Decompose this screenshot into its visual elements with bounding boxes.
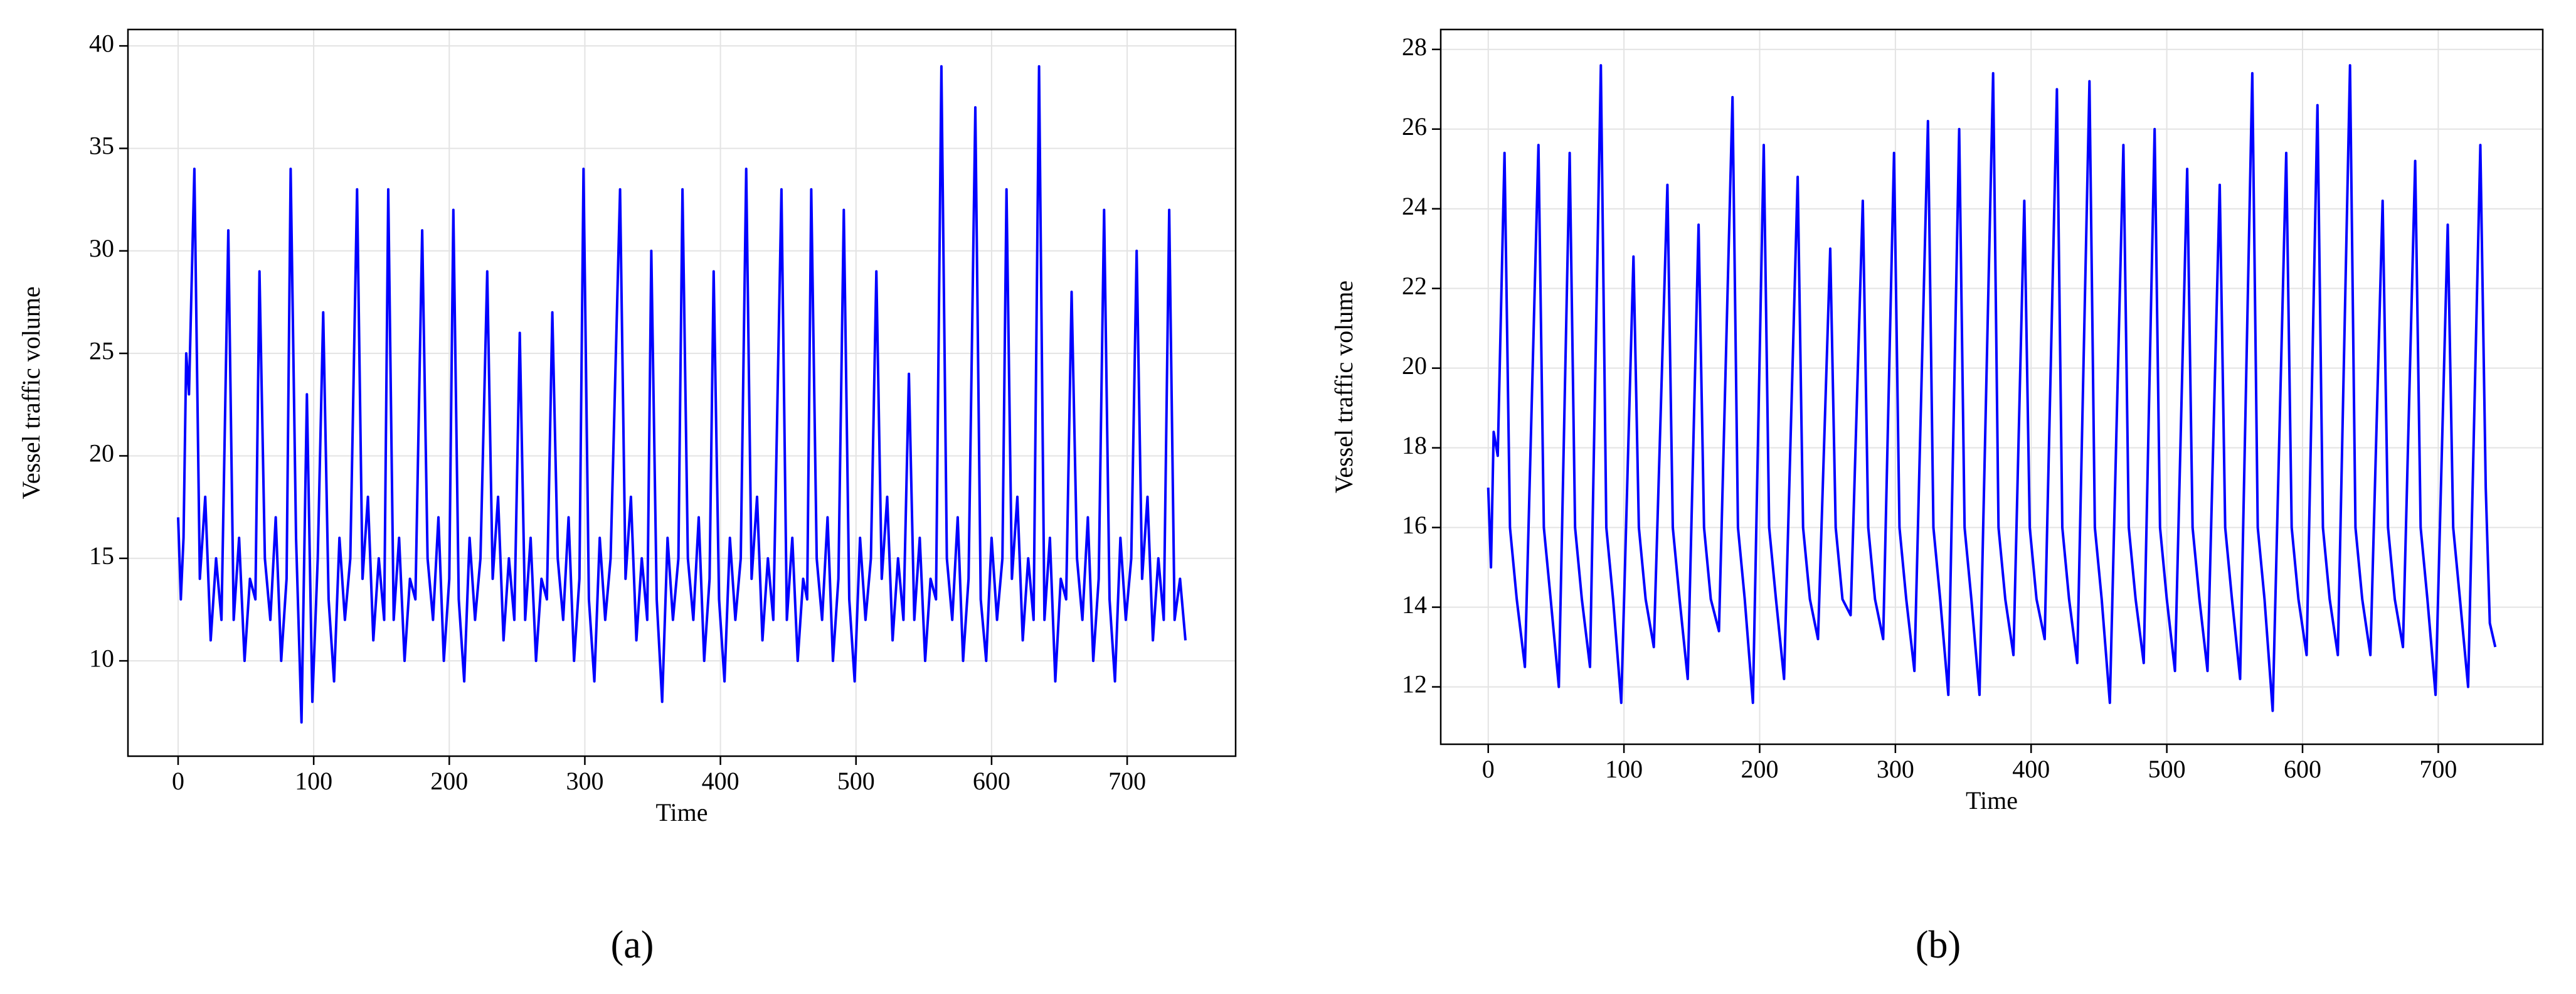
y-tick-label: 40 xyxy=(89,29,114,57)
x-tick-label: 200 xyxy=(430,767,468,795)
x-axis-label: Time xyxy=(655,798,708,826)
x-tick-label: 600 xyxy=(2284,755,2321,783)
y-tick-label: 26 xyxy=(1402,112,1427,141)
x-tick-label: 300 xyxy=(1877,755,1914,783)
y-tick-label: 35 xyxy=(89,132,114,160)
y-tick-label: 30 xyxy=(89,234,114,262)
x-tick-label: 600 xyxy=(973,767,1010,795)
x-axis-label: Time xyxy=(1966,786,2018,815)
y-tick-label: 22 xyxy=(1402,272,1427,300)
x-tick-label: 100 xyxy=(295,767,332,795)
y-axis-label: Vessel traffic volume xyxy=(17,286,45,499)
y-tick-label: 20 xyxy=(1402,351,1427,380)
panel-label: (b) xyxy=(1916,924,1961,966)
axes-frame xyxy=(127,28,1237,757)
x-tick-label: 400 xyxy=(702,767,739,795)
x-tick-label: 500 xyxy=(2148,755,2186,783)
x-tick-label: 300 xyxy=(566,767,603,795)
x-tick-label: 200 xyxy=(1741,755,1778,783)
x-tick-label: 100 xyxy=(1605,755,1643,783)
y-tick-label: 15 xyxy=(89,542,114,570)
x-tick-label: 400 xyxy=(2012,755,2050,783)
plot-area xyxy=(177,65,1187,724)
data-line xyxy=(1487,64,2497,712)
y-tick-label: 28 xyxy=(1402,33,1427,61)
y-tick-label: 25 xyxy=(89,336,114,365)
y-tick-label: 14 xyxy=(1402,591,1427,619)
plot-area xyxy=(1487,64,2497,712)
y-tick-label: 16 xyxy=(1402,511,1427,539)
x-tick-label: 700 xyxy=(1108,767,1146,795)
x-tick-label: 0 xyxy=(1482,755,1495,783)
x-tick-label: 700 xyxy=(2419,755,2457,783)
x-tick-label: 500 xyxy=(837,767,875,795)
y-tick-label: 10 xyxy=(89,644,114,672)
y-tick-label: 12 xyxy=(1402,670,1427,698)
y-tick-label: 24 xyxy=(1402,192,1427,220)
x-tick-label: 0 xyxy=(172,767,184,795)
y-axis-label: Vessel traffic volume xyxy=(1330,281,1358,493)
y-tick-label: 20 xyxy=(89,439,114,468)
y-tick-label: 18 xyxy=(1402,431,1427,459)
axes-frame xyxy=(1439,28,2544,746)
panel-label: (a) xyxy=(611,924,654,966)
data-line xyxy=(177,65,1187,724)
